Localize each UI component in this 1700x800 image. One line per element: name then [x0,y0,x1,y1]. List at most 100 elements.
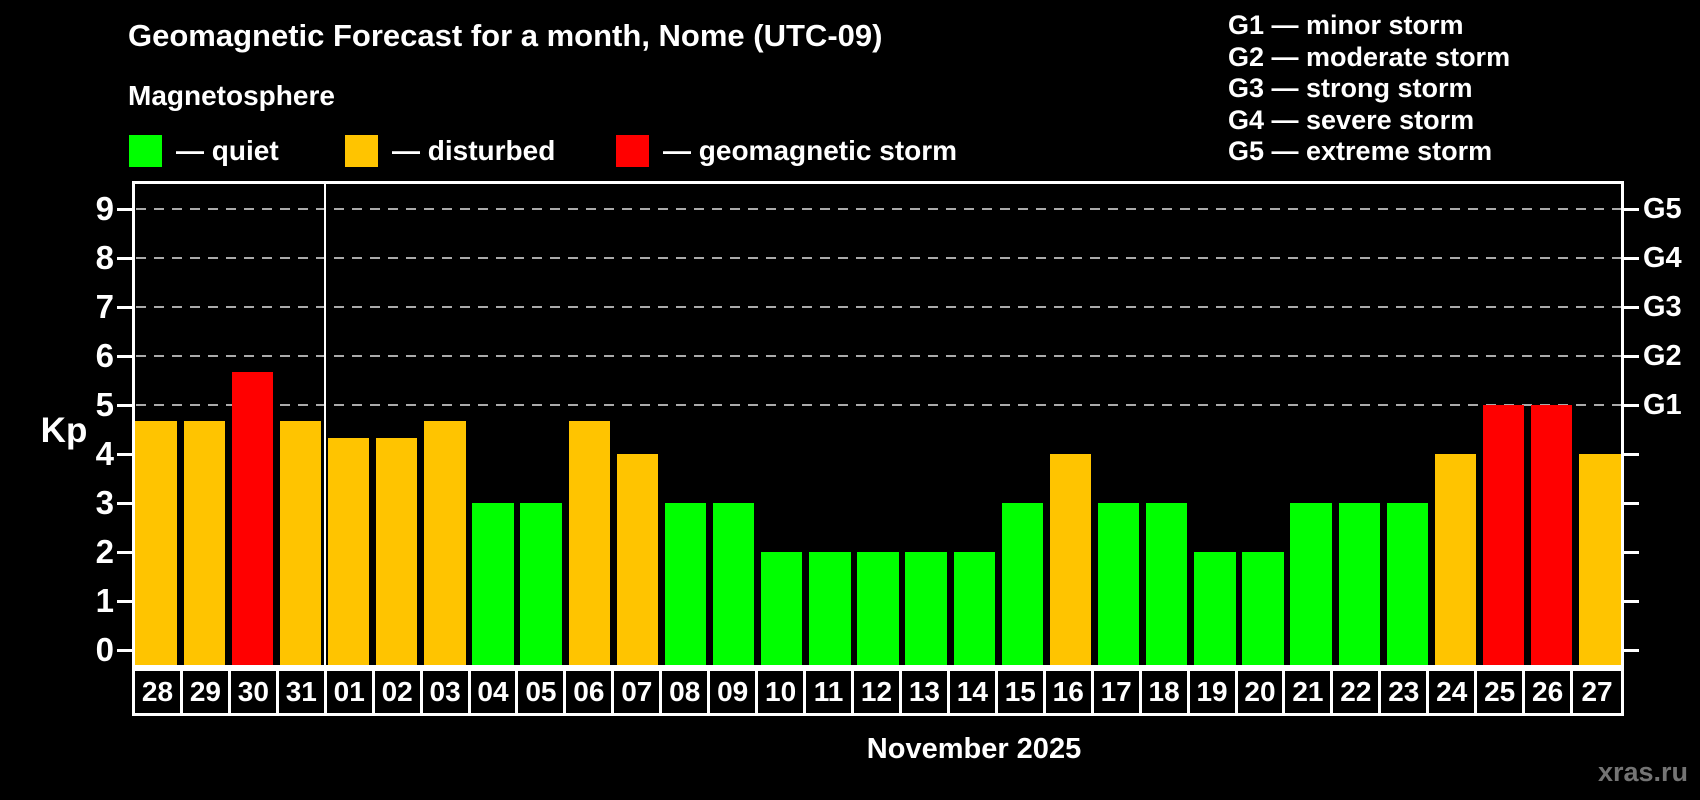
y-tick-right-3 [1624,502,1639,505]
bar-day-09 [712,503,755,668]
y-tick-label-0: 0 [95,631,114,668]
bar-day-13 [905,552,947,668]
day-label-21: 21 [1285,671,1334,713]
y-tick-label-1: 1 [95,582,114,619]
day-label-20: 20 [1238,671,1286,713]
day-label-26: 26 [1525,671,1574,713]
bar-day-16 [1049,454,1092,668]
legend-label-disturbed: — disturbed [392,135,556,166]
y-tick-label-5: 5 [95,386,114,423]
bar-day-20 [1242,552,1284,668]
bar-day-25 [1483,405,1525,668]
g-tick-label-G4: G4 [1643,242,1682,274]
bar-day-02 [376,437,418,668]
day-label-08: 08 [662,671,711,713]
bar-day-11 [809,552,851,668]
day-label-09: 09 [710,671,759,713]
bar-day-22 [1338,503,1380,668]
y-tick-left-3 [117,502,132,505]
g-scale-legend: G1 — minor storm G2 — moderate storm G3 — … [1228,10,1510,168]
g-tick-label-G3: G3 [1643,291,1682,323]
bar-day-15 [1001,503,1044,668]
day-label-18: 18 [1142,671,1190,713]
g-tick-label-G1: G1 [1643,389,1682,421]
bar-day-04 [472,503,514,668]
bar-day-05 [520,503,562,668]
day-label-14: 14 [950,671,998,713]
bar-day-08 [664,503,707,668]
bar-day-01 [327,437,370,668]
bar-day-21 [1290,503,1332,668]
page-title: Geomagnetic Forecast for a month, Nome (… [128,18,883,53]
day-label-23: 23 [1381,671,1430,713]
y-tick-left-5 [117,404,132,407]
legend-swatch-disturbed [345,135,378,167]
day-axis: 28 29 30 31 01 02 03 04 05 06 07 08 09 10 11 12 13 14 15 16… [132,668,1624,716]
y-tick-label-9: 9 [95,190,114,227]
bar-day-30 [231,372,273,668]
y-tick-label-7: 7 [95,288,114,325]
y-tick-label-3: 3 [95,484,114,521]
legend-swatch-storm [616,135,649,167]
y-tick-left-2 [117,551,132,554]
month-separator [323,183,327,665]
y-tick-right-8 [1624,257,1639,260]
y-tick-right-1 [1624,600,1639,603]
g-tick-label-G2: G2 [1643,340,1682,372]
g-legend-line: G3 — strong storm [1228,73,1473,103]
bar-day-03 [424,421,466,668]
y-tick-right-4 [1624,453,1639,456]
y-tick-left-4 [117,453,132,456]
y-tick-left-9 [117,208,132,211]
day-label-25: 25 [1477,671,1526,713]
bar-day-29 [183,421,225,668]
bar-day-12 [857,552,899,668]
gridline-kp8 [136,257,1621,259]
day-label-11: 11 [806,671,855,713]
g-legend-line: G5 — extreme storm [1228,136,1493,166]
day-label-01: 01 [327,671,375,713]
day-label-07: 07 [614,671,663,713]
bar-day-23 [1386,503,1429,668]
day-label-04: 04 [471,671,519,713]
day-label-02: 02 [375,671,423,713]
g-legend-line: G4 — severe storm [1228,104,1475,135]
magnetosphere-subtitle: Magnetosphere [128,80,335,111]
y-tick-label-8: 8 [95,239,114,276]
day-label-29: 29 [183,671,231,713]
y-tick-left-6 [117,355,132,358]
bar-day-28 [135,421,177,668]
bar-day-10 [761,552,803,668]
y-tick-left-1 [117,600,132,603]
day-label-10: 10 [758,671,807,713]
bar-day-06 [568,421,610,668]
y-tick-left-7 [117,306,132,309]
y-tick-right-0 [1624,649,1639,652]
day-label-24: 24 [1429,671,1478,713]
y-tick-label-4: 4 [95,435,114,472]
legend-label-storm: — geomagnetic storm [663,135,958,166]
g-legend-line: G2 — moderate storm [1228,41,1511,72]
day-label-03: 03 [423,671,471,713]
legend-swatch-quiet [129,135,162,167]
day-label-30: 30 [231,671,279,713]
bar-day-26 [1531,405,1573,668]
y-tick-left-0 [117,649,132,652]
gridline-kp5 [136,404,1621,406]
day-label-31: 31 [279,671,327,713]
day-label-22: 22 [1333,671,1382,713]
y-tick-right-6 [1624,355,1639,358]
bar-day-14 [953,552,995,668]
day-label-17: 17 [1094,671,1142,713]
bar-day-07 [616,454,659,668]
y-tick-left-8 [117,257,132,260]
bar-day-31 [279,421,322,668]
bar-day-19 [1194,552,1236,668]
bar-day-24 [1434,454,1477,668]
bar-day-18 [1146,503,1188,668]
day-label-12: 12 [854,671,902,713]
day-label-27: 27 [1581,676,1613,707]
day-label-15: 15 [998,671,1046,713]
month-label: November 2025 [866,733,1082,765]
